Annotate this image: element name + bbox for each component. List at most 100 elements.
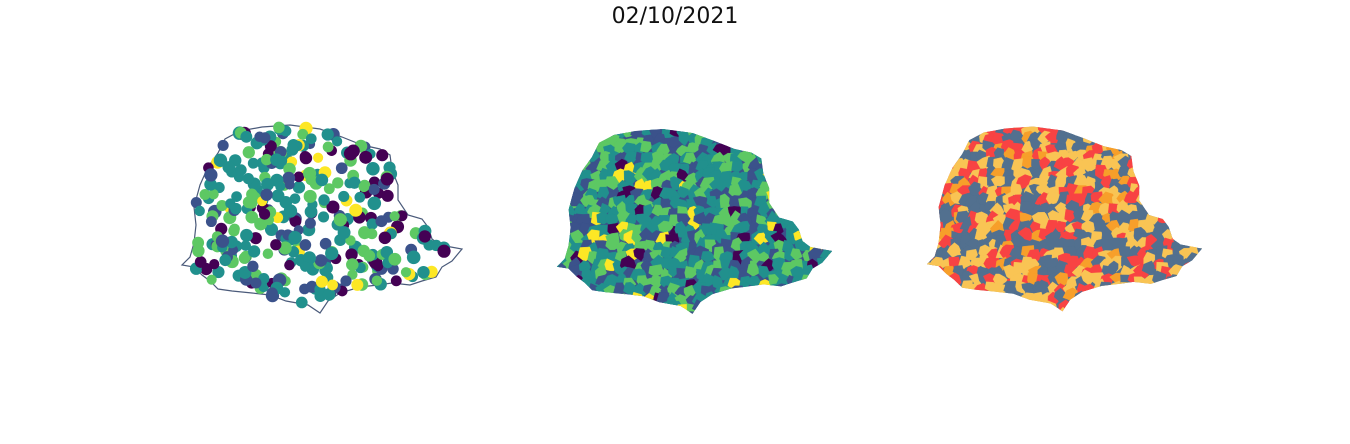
- municipality-area: [801, 208, 816, 222]
- municipality-area: [820, 285, 833, 299]
- municipality-area: [1176, 295, 1194, 312]
- municipality-area: [782, 197, 797, 212]
- municipality-area: [1156, 157, 1170, 174]
- municipality-area: [728, 131, 743, 149]
- municipality-area: [742, 313, 754, 314]
- municipality-area: [649, 314, 664, 325]
- municipality-area: [731, 129, 748, 133]
- municipality-point: [302, 251, 317, 265]
- municipality-point: [292, 181, 306, 194]
- municipality-area: [556, 290, 561, 304]
- municipality-area: [1086, 126, 1100, 133]
- municipality-area: [794, 197, 809, 211]
- municipality-area: [633, 248, 646, 262]
- municipality-point: [209, 259, 220, 270]
- municipality-area: [1125, 126, 1139, 129]
- municipality-area: [1169, 149, 1181, 165]
- municipality-area: [773, 187, 787, 201]
- municipality-area: [937, 149, 954, 161]
- municipality-area: [556, 133, 560, 147]
- municipality-area: [1154, 126, 1171, 138]
- municipality-point: [303, 166, 317, 181]
- municipality-area: [976, 308, 989, 312]
- municipality-area: [826, 231, 833, 246]
- municipality-area: [565, 309, 579, 314]
- municipality-area: [926, 281, 935, 295]
- municipality-area: [1160, 154, 1178, 170]
- municipality-area: [991, 301, 1008, 312]
- municipality-area: [806, 186, 823, 202]
- municipality-point: [349, 203, 363, 217]
- municipality-area: [799, 154, 813, 169]
- municipality-area: [926, 155, 941, 172]
- municipality-area: [1171, 163, 1183, 178]
- municipality-area: [800, 189, 815, 202]
- municipality-area: [808, 129, 820, 139]
- municipality-area: [968, 308, 981, 312]
- municipality-area: [1088, 291, 1104, 306]
- municipality-area: [674, 309, 691, 314]
- municipality-area: [781, 179, 796, 193]
- municipality-area: [777, 305, 791, 314]
- municipality-area: [830, 193, 833, 210]
- municipality-point: [240, 240, 251, 251]
- municipality-area: [1182, 189, 1198, 204]
- municipality-area: [984, 299, 999, 312]
- municipality-area: [1118, 282, 1132, 296]
- municipality-area: [1177, 275, 1192, 290]
- municipality-area: [545, 223, 556, 238]
- municipality-area: [977, 302, 989, 312]
- municipality-area: [786, 299, 797, 314]
- municipality-area: [930, 115, 945, 125]
- municipality-area: [1154, 115, 1169, 126]
- municipality-area: [942, 134, 957, 148]
- municipality-area: [677, 129, 692, 131]
- municipality-area: [556, 275, 567, 290]
- municipality-area: [932, 304, 947, 312]
- municipality-point: [229, 223, 240, 235]
- municipality-area: [985, 292, 997, 306]
- municipality-area: [1178, 130, 1192, 146]
- municipality-area: [915, 186, 924, 199]
- municipality-area: [545, 177, 554, 190]
- municipality-area: [757, 129, 770, 132]
- municipality-area: [1132, 307, 1147, 312]
- municipality-area: [801, 166, 816, 182]
- municipality-area: [686, 142, 701, 153]
- municipality-area: [1164, 194, 1178, 209]
- municipality-area: [614, 116, 629, 127]
- municipality-area: [608, 298, 621, 314]
- municipality-area: [1154, 297, 1169, 312]
- municipality-area: [1130, 298, 1141, 312]
- municipality-area: [756, 130, 773, 147]
- municipality-area: [571, 151, 587, 165]
- municipality-area: [926, 182, 938, 197]
- municipality-area: [1002, 308, 1016, 312]
- municipality-area: [1147, 132, 1160, 147]
- municipality-area: [737, 288, 753, 302]
- municipality-area: [634, 302, 649, 314]
- municipality-area: [1146, 287, 1159, 305]
- municipality-point: [388, 252, 402, 266]
- municipality-area: [799, 313, 814, 314]
- municipality-area: [722, 129, 738, 138]
- municipality-point: [258, 208, 271, 220]
- municipality-point: [271, 189, 285, 203]
- municipality-area: [1196, 148, 1203, 163]
- municipality-area: [824, 288, 833, 302]
- municipality-area: [926, 269, 931, 282]
- municipality-point: [378, 231, 392, 245]
- municipality-area: [810, 196, 824, 211]
- municipality-area: [826, 225, 833, 238]
- municipality-area: [556, 154, 559, 167]
- municipality-point: [304, 217, 316, 229]
- municipality-area: [556, 160, 570, 175]
- municipality-area: [952, 265, 964, 277]
- municipality-area: [819, 208, 833, 219]
- municipality-area: [830, 134, 833, 146]
- municipality-point: [366, 218, 378, 230]
- municipality-area: [766, 142, 781, 158]
- municipality-area: [802, 193, 815, 209]
- municipality-area: [927, 181, 943, 197]
- municipality-area: [640, 309, 656, 314]
